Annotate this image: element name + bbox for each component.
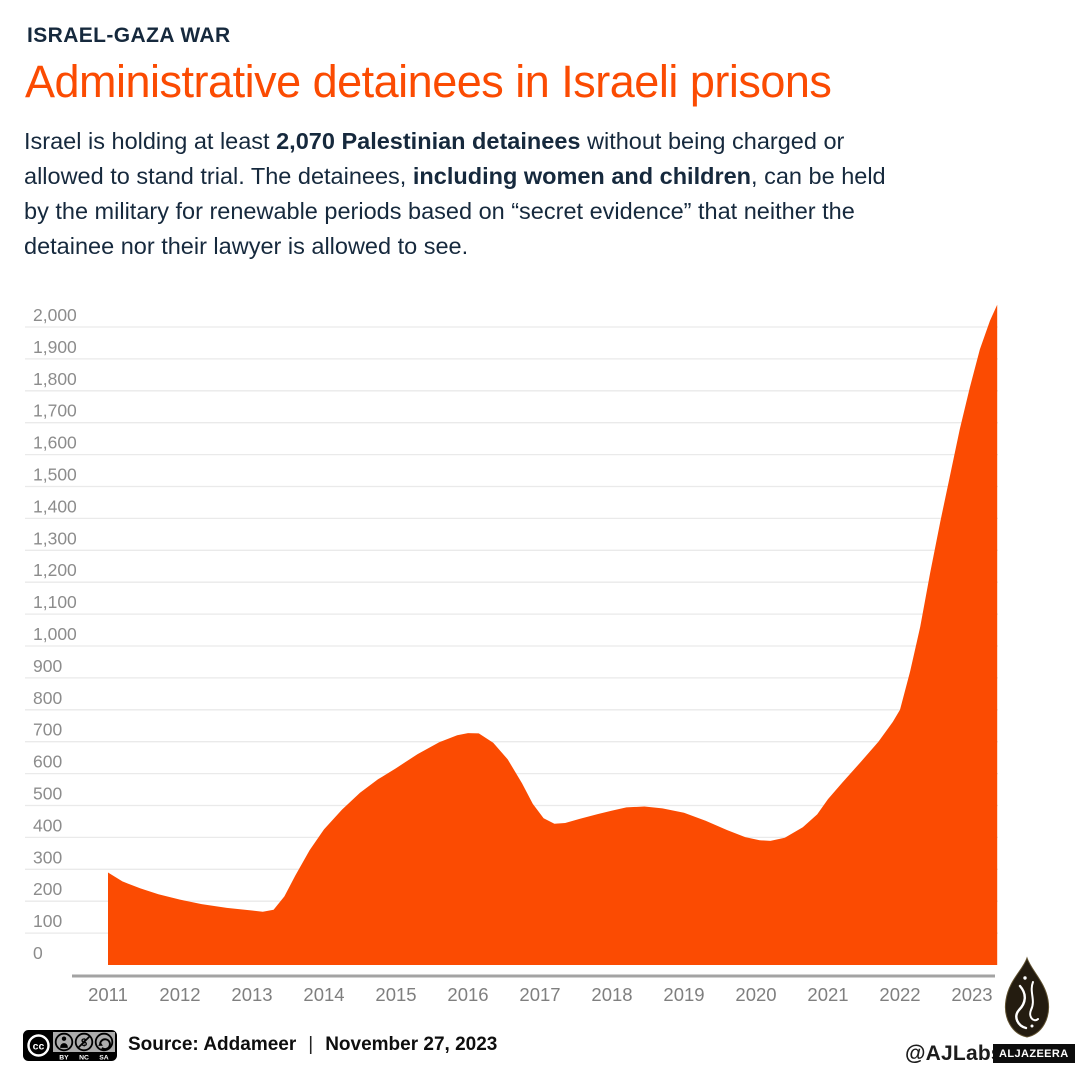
area-series bbox=[108, 304, 998, 965]
x-axis-tick-label: 2022 bbox=[879, 984, 920, 1005]
y-axis-tick-label: 100 bbox=[33, 911, 62, 931]
footer-attribution: cc $ BY NC SA Source: Addameer | bbox=[23, 1029, 497, 1061]
separator: | bbox=[308, 1034, 314, 1055]
y-axis-tick-label: 1,900 bbox=[33, 337, 77, 357]
x-axis-tick-label: 2011 bbox=[88, 984, 128, 1005]
svg-text:NC: NC bbox=[79, 1054, 89, 1061]
cc-by-nc-sa-badge: cc $ BY NC SA bbox=[23, 1029, 117, 1061]
x-axis-tick-label: 2023 bbox=[951, 984, 992, 1005]
kicker: ISRAEL-GAZA WAR bbox=[27, 24, 231, 47]
source-line: Source: Addameer | November 27, 2023 bbox=[128, 1034, 497, 1056]
y-axis-tick-label: 1,500 bbox=[33, 465, 77, 485]
y-axis-tick-label: 1,800 bbox=[33, 369, 77, 389]
intro-bold-segment: including women and children bbox=[412, 163, 752, 189]
publish-date: November 27, 2023 bbox=[325, 1034, 498, 1055]
svg-text:BY: BY bbox=[59, 1054, 69, 1061]
x-axis-tick-label: 2020 bbox=[735, 984, 776, 1005]
y-axis-tick-label: 500 bbox=[33, 784, 62, 804]
aljazeera-logo-icon bbox=[1004, 956, 1050, 1038]
x-axis-tick-label: 2014 bbox=[303, 984, 344, 1005]
x-axis-tick-label: 2018 bbox=[591, 984, 632, 1005]
y-axis-tick-label: 1,200 bbox=[33, 560, 77, 580]
x-axis-tick-label: 2016 bbox=[447, 984, 488, 1005]
x-axis-tick-label: 2017 bbox=[519, 984, 560, 1005]
intro-segment: without being charged or bbox=[580, 128, 845, 154]
by-icon bbox=[54, 1032, 74, 1051]
aljazeera-wordmark: ALJAZEERA bbox=[993, 1044, 1075, 1063]
y-axis-tick-label: 300 bbox=[33, 847, 62, 867]
intro-segment: , can be held bbox=[751, 163, 886, 189]
intro-bold-segment: 2,070 Palestinian detainees bbox=[276, 128, 581, 154]
y-axis-tick-label: 800 bbox=[33, 688, 62, 708]
x-axis-tick-label: 2019 bbox=[663, 984, 704, 1005]
page-title: Administrative detainees in Israeli pris… bbox=[25, 56, 832, 107]
y-axis-tick-label: 400 bbox=[33, 815, 62, 835]
x-axis-tick-label: 2013 bbox=[231, 984, 272, 1005]
y-axis-tick-label: 700 bbox=[33, 720, 62, 740]
y-axis-tick-label: 1,700 bbox=[33, 401, 77, 421]
y-axis-tick-label: 1,600 bbox=[33, 433, 77, 453]
intro-segment: Israel is holding at least bbox=[24, 128, 277, 154]
source-label: Source: Addameer bbox=[128, 1034, 297, 1055]
intro-segment: by the military for renewable periods ba… bbox=[24, 198, 855, 224]
credit-handle: @AJLabs bbox=[905, 1042, 1003, 1065]
x-axis-tick-label: 2012 bbox=[159, 984, 200, 1005]
y-axis-tick-label: 1,300 bbox=[33, 528, 77, 548]
svg-text:SA: SA bbox=[99, 1054, 109, 1061]
y-axis-tick-label: 2,000 bbox=[33, 305, 77, 325]
y-axis-tick-label: 0 bbox=[33, 943, 43, 963]
y-axis-tick-label: 1,100 bbox=[33, 592, 77, 612]
sa-icon bbox=[94, 1032, 114, 1051]
y-axis-tick-label: 1,400 bbox=[33, 496, 77, 516]
y-axis-tick-label: 1,000 bbox=[33, 624, 77, 644]
intro-paragraph: Israel is holding at least 2,070 Palesti… bbox=[24, 124, 1064, 264]
x-axis-tick-label: 2015 bbox=[375, 984, 416, 1005]
intro-segment: detainee nor their lawyer is allowed to … bbox=[24, 233, 469, 259]
intro-segment: allowed to stand trial. The detainees, bbox=[24, 163, 413, 189]
x-axis-tick-label: 2021 bbox=[807, 984, 848, 1005]
cc-icon: cc bbox=[33, 1040, 45, 1052]
nc-icon: $ bbox=[74, 1032, 94, 1051]
y-axis-tick-label: 900 bbox=[33, 656, 62, 676]
y-axis-tick-label: 600 bbox=[33, 752, 62, 772]
y-axis-tick-label: 200 bbox=[33, 879, 62, 899]
